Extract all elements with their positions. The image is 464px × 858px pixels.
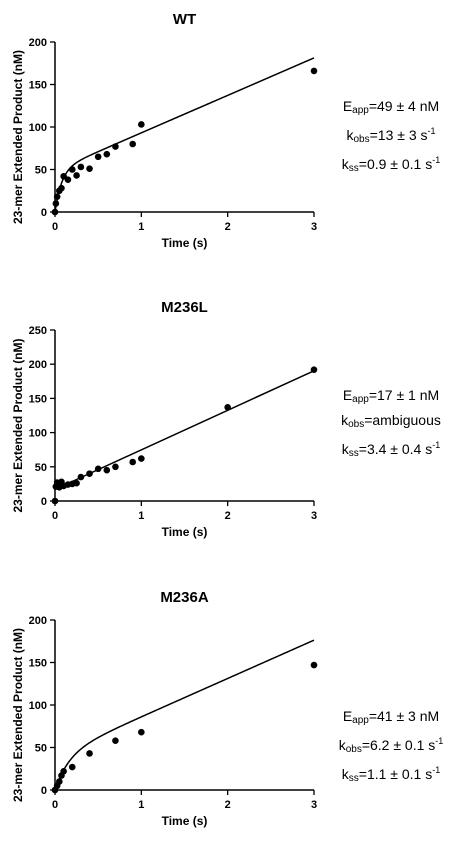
data-point bbox=[51, 497, 59, 505]
data-point bbox=[112, 737, 119, 744]
data-point bbox=[103, 150, 111, 158]
chart-title: WT bbox=[173, 11, 196, 28]
data-point bbox=[73, 172, 80, 179]
eapp-label: Eapp=41 ± 3 nM bbox=[342, 708, 440, 726]
data-point bbox=[112, 143, 119, 150]
y-tick-label: 200 bbox=[29, 37, 47, 49]
y-tick-label: 100 bbox=[29, 700, 47, 712]
data-point bbox=[138, 728, 145, 736]
data-point bbox=[68, 166, 76, 173]
x-tick-label: 3 bbox=[311, 221, 317, 233]
data-point bbox=[60, 768, 67, 775]
annotation-m236a: Eapp=41 ± 3 nM kobs=6.2 ± 0.1 s-1 kss=1.… bbox=[326, 706, 456, 789]
data-point bbox=[112, 463, 119, 471]
y-tick-label: 50 bbox=[35, 743, 47, 755]
data-point bbox=[73, 479, 80, 487]
annotation-m236l: Eapp=17 ± 1 nM kobs=ambiguous kss=3.4 ± … bbox=[326, 385, 456, 464]
y-tick-label: 100 bbox=[29, 122, 47, 134]
x-axis-label: Time (s) bbox=[162, 525, 208, 539]
y-tick-label: 200 bbox=[29, 359, 47, 371]
data-point bbox=[58, 184, 65, 192]
kobs-label: kobs=6.2 ± 0.1 s-1 bbox=[338, 736, 444, 755]
data-point bbox=[103, 466, 111, 474]
y-tick-label: 0 bbox=[41, 785, 47, 797]
y-tick-label: 200 bbox=[29, 615, 47, 627]
y-tick-label: 250 bbox=[29, 325, 47, 337]
data-point bbox=[86, 165, 93, 172]
y-tick-label: 50 bbox=[35, 462, 47, 474]
eapp-label: Eapp=17 ± 1 nM bbox=[342, 387, 440, 405]
chart-m236l: M236L 0 50 100 150 200 250 0 1 2 3 Time (s) 23-mer E… bbox=[11, 299, 318, 539]
x-tick-label: 0 bbox=[52, 510, 58, 522]
x-tick-label: 0 bbox=[52, 799, 58, 811]
x-tick-label: 1 bbox=[138, 221, 144, 233]
kss-label: kss=3.4 ± 0.4 s-1 bbox=[341, 440, 441, 459]
y-axis-label: 23-mer Extended Product (nM) bbox=[11, 338, 25, 512]
x-tick-label: 2 bbox=[225, 799, 231, 811]
chart-title: M236A bbox=[160, 589, 209, 606]
x-tick-label: 3 bbox=[311, 510, 317, 522]
x-tick-label: 2 bbox=[225, 221, 231, 233]
y-tick-label: 100 bbox=[29, 428, 47, 440]
kss-label: kss=0.9 ± 0.1 s-1 bbox=[341, 155, 441, 174]
data-point bbox=[53, 193, 61, 200]
x-tick-label: 3 bbox=[311, 799, 317, 811]
eapp-label: Eapp=49 ± 4 nM bbox=[342, 98, 440, 116]
data-point bbox=[310, 67, 318, 75]
y-tick-label: 0 bbox=[41, 207, 47, 219]
y-tick-label: 150 bbox=[29, 658, 47, 670]
data-point bbox=[138, 455, 145, 462]
x-tick-label: 1 bbox=[138, 510, 144, 522]
data-point bbox=[77, 163, 85, 171]
annotation-wt: Eapp=49 ± 4 nM kobs=13 ± 3 s-1 kss=0.9 ±… bbox=[326, 96, 456, 179]
data-point bbox=[51, 208, 59, 216]
kobs-label: kobs=13 ± 3 s-1 bbox=[346, 126, 436, 145]
data-point bbox=[56, 778, 63, 785]
kobs-label: kobs=ambiguous bbox=[341, 412, 441, 430]
chart-panel-m236a: M236A 0 50 100 150 200 0 1 2 3 Time (s) 23-mer Exte… bbox=[0, 578, 464, 858]
data-point bbox=[52, 200, 60, 207]
data-point bbox=[86, 470, 93, 477]
x-axis-label: Time (s) bbox=[162, 236, 208, 250]
kss-label: kss=1.1 ± 0.1 s-1 bbox=[341, 765, 441, 784]
fit-line bbox=[54, 370, 315, 491]
chart-wt: WT 0 50 100 150 200 0 1 2 3 Time (s) 23-mer Extende… bbox=[11, 11, 318, 250]
x-tick-label: 0 bbox=[52, 221, 58, 233]
x-axis-label: Time (s) bbox=[162, 814, 208, 828]
y-tick-label: 50 bbox=[35, 165, 47, 177]
y-tick-label: 150 bbox=[29, 80, 47, 92]
data-point bbox=[224, 403, 231, 411]
data-point bbox=[129, 458, 136, 466]
chart-m236a: M236A 0 50 100 150 200 0 1 2 3 Time (s) 23-mer Exte… bbox=[11, 589, 318, 828]
fit-line bbox=[54, 639, 315, 791]
data-point bbox=[129, 140, 136, 148]
chart-panel-m236l: M236L 0 50 100 150 200 250 0 1 2 3 Time (s) 23-mer E… bbox=[0, 290, 464, 570]
y-tick-label: 150 bbox=[29, 393, 47, 405]
data-point bbox=[310, 661, 318, 669]
data-point bbox=[94, 465, 102, 473]
fit-line bbox=[54, 57, 315, 213]
data-point bbox=[77, 473, 85, 481]
x-tick-label: 1 bbox=[138, 799, 144, 811]
data-point bbox=[86, 750, 93, 757]
data-point bbox=[68, 763, 76, 771]
chart-panel-wt: WT 0 50 100 150 200 0 1 2 3 Time (s) 23-mer Extende… bbox=[0, 0, 464, 280]
y-axis-label: 23-mer Extended Product (nM) bbox=[11, 50, 25, 224]
data-point bbox=[64, 176, 72, 183]
y-tick-label: 0 bbox=[41, 496, 47, 508]
data-point bbox=[138, 121, 145, 128]
x-tick-label: 2 bbox=[225, 510, 231, 522]
y-axis-label: 23-mer Extended Product (nM) bbox=[11, 628, 25, 802]
chart-title: M236L bbox=[161, 299, 208, 316]
data-point bbox=[94, 153, 102, 161]
data-point bbox=[310, 366, 318, 373]
